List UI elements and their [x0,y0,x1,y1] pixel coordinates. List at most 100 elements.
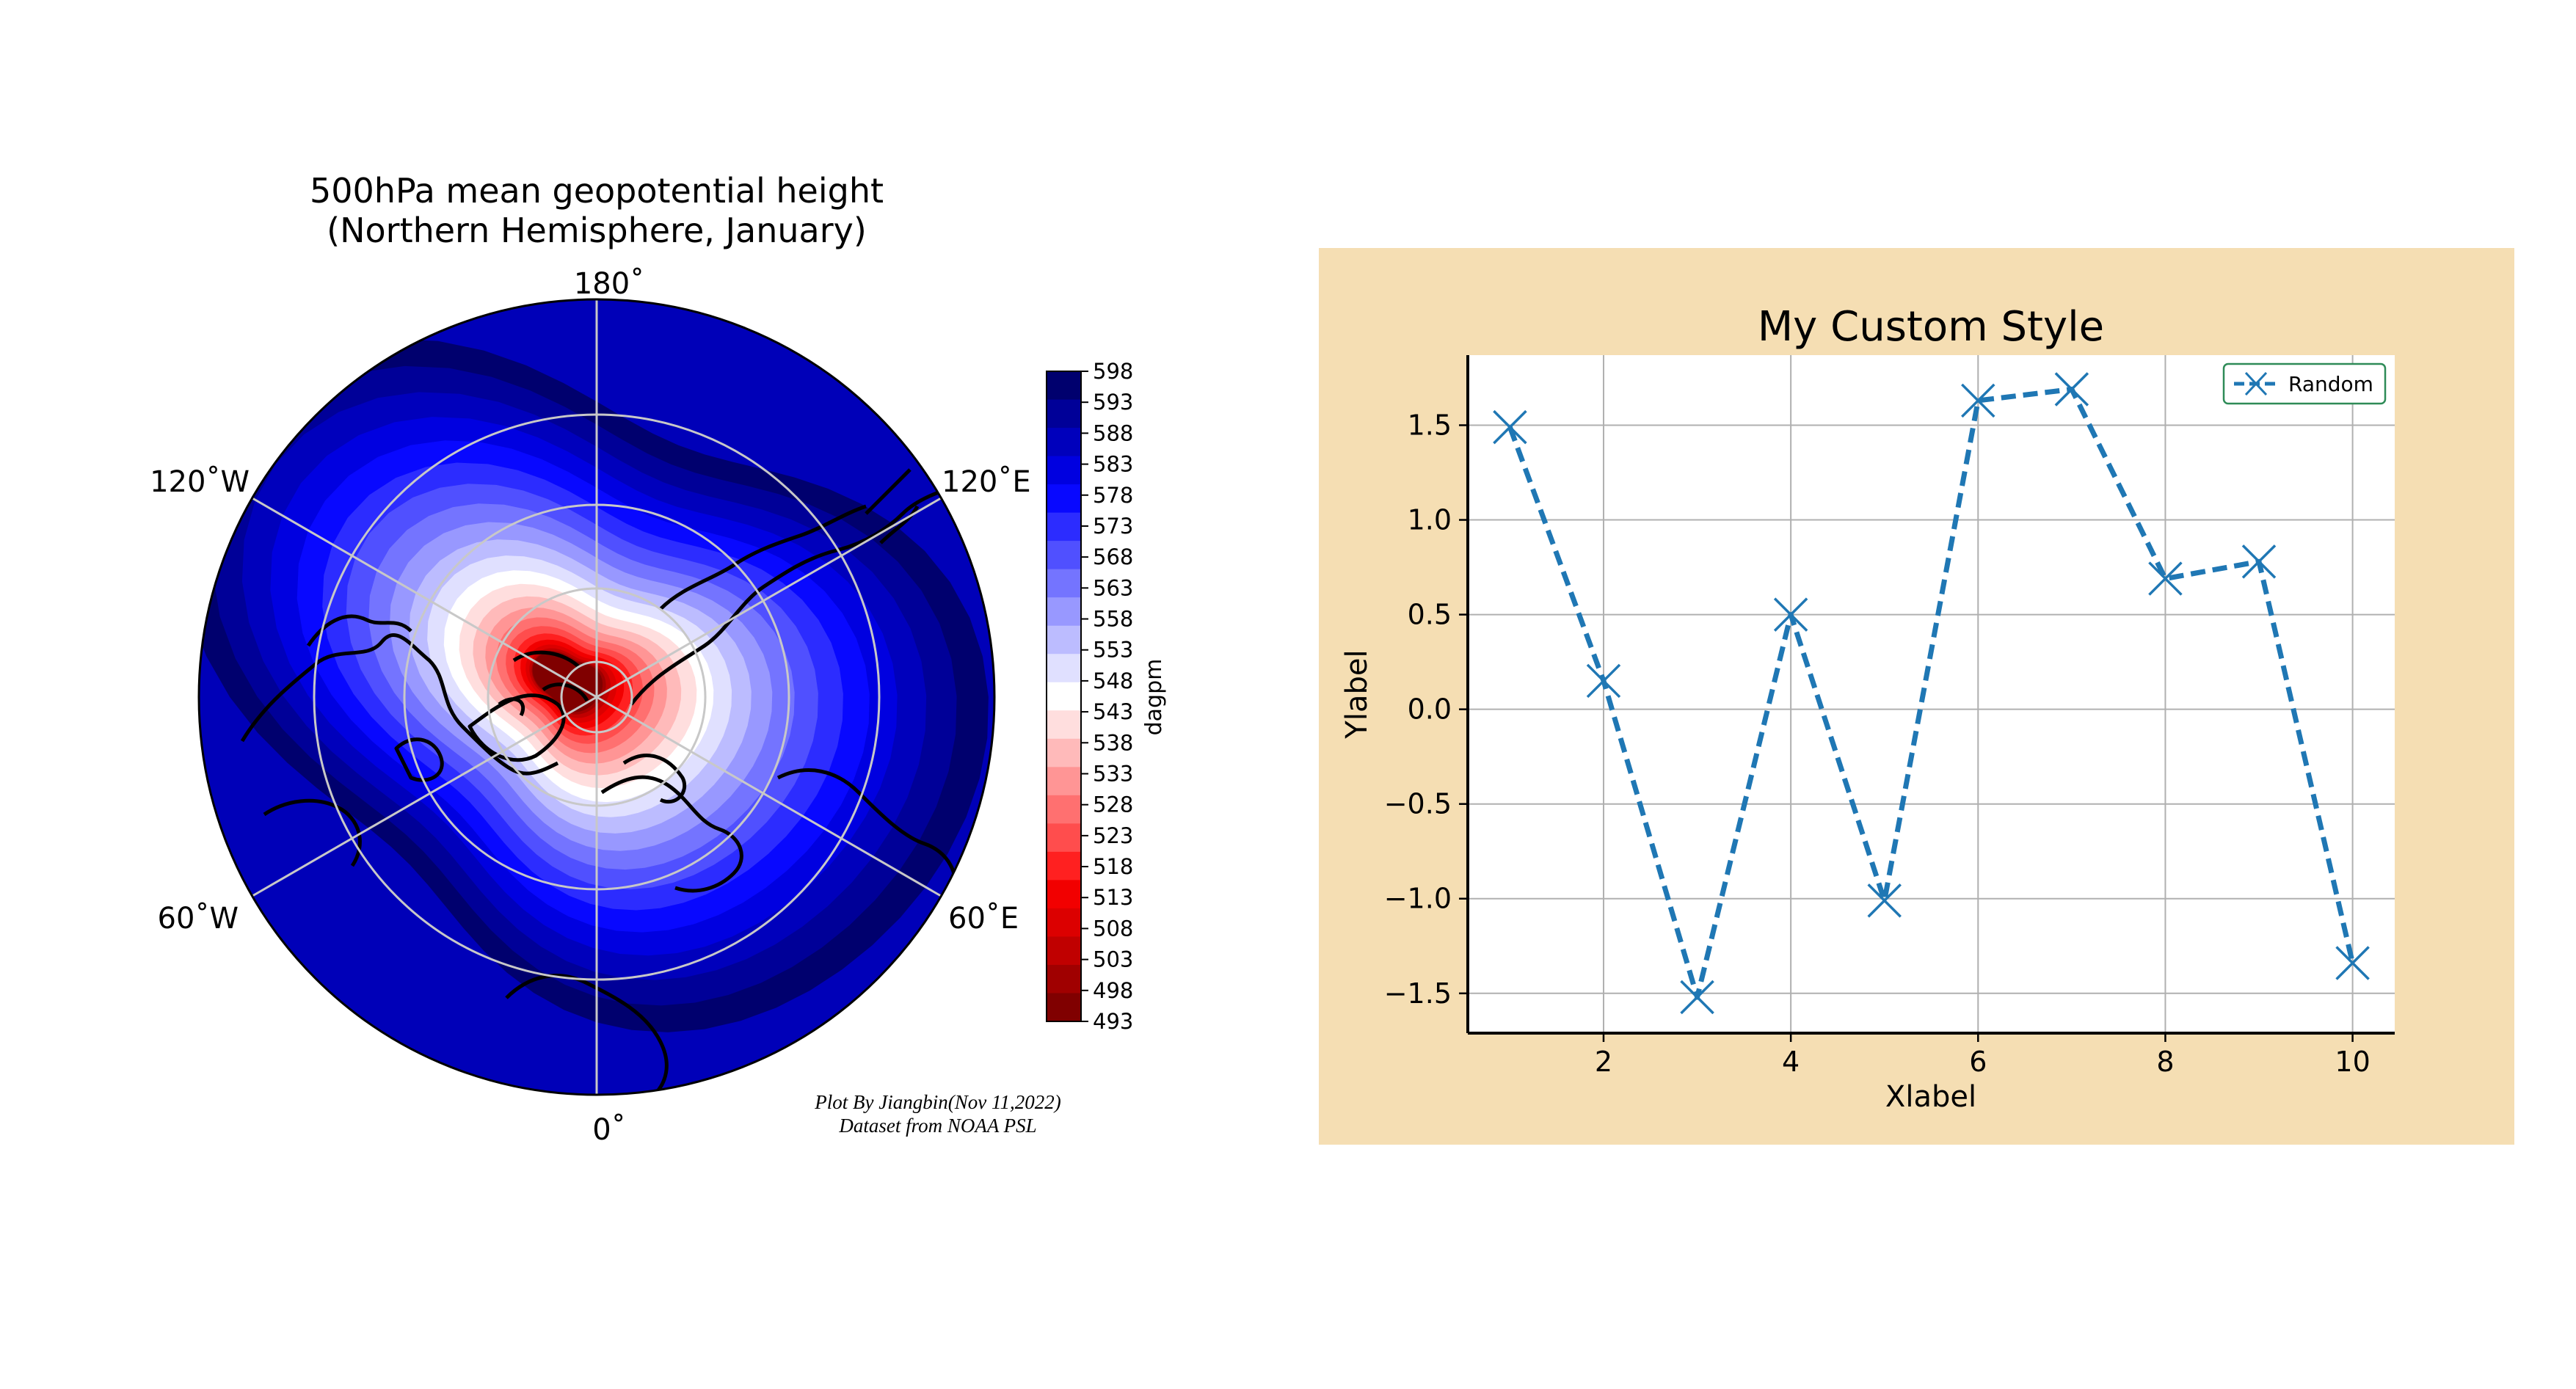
colorbar-segment [1047,512,1081,542]
y-tick-label: 0.5 [1408,599,1452,631]
legend: Random [2222,362,2387,405]
colorbar-segment [1047,569,1081,598]
data-point-marker [1493,409,1527,445]
colorbar-tick-label: 598 [1093,359,1133,384]
graticule [252,299,942,1095]
colorbar-segment [1047,936,1081,966]
y-tick-label: 1.5 [1408,409,1452,441]
map-disc-outline [197,298,996,1096]
x-tick-label: 4 [1782,1046,1800,1078]
colorbar-segment [1047,484,1081,514]
colorbar-tick-label: 583 [1093,452,1133,477]
lon-label-60w: 60˚W [158,902,239,936]
colorbar-segment [1047,654,1081,683]
colorbar-tick-label: 493 [1093,1009,1133,1034]
coastline-siberia [659,504,867,610]
coastline-japan [865,468,920,544]
coastline-scandinavia [622,754,687,804]
coastline-europe [600,775,743,893]
y-tick-label: −1.5 [1384,977,1452,1010]
colorbar-segment [1047,597,1081,627]
coastline-africa [505,974,669,1095]
lon-label-180: 180˚ [574,267,644,301]
colorbar-tick-label: 528 [1093,792,1133,817]
data-point-marker [1961,383,1995,418]
colorbar-label: dagpm [1141,659,1167,736]
annotation-line1: Plot By Jiangbin(Nov 11,2022) [814,1091,1060,1113]
coastline-eurasia [630,482,962,706]
legend-marker-x [2244,371,2268,396]
colorbar-segment [1047,738,1081,768]
coastline-east-asia [776,768,958,903]
data-point-marker [1773,597,1808,632]
y-tick-label: −0.5 [1384,788,1452,820]
y-axis-label: Ylabel [1340,649,1374,739]
data-point-marker [2054,372,2089,407]
colorbar-tick-label: 543 [1093,699,1133,724]
data-point-marker [1680,980,1714,1015]
colorbar-tick-label: 553 [1093,638,1133,663]
line-chart: My Custom Style 2 4 6 8 10 −1.5 −1.0 −0.5 0.0 0.5… [1319,248,2514,1145]
colorbar: 493 498 503 508 513 518 523 528 533 538 543 548 553 5… [1046,359,1133,1034]
line-axes [1466,355,2395,1035]
data-point-marker [1867,883,1902,918]
data-point-marker [2241,544,2277,579]
data-point-marker [1586,663,1621,699]
x-tick-label: 6 [1969,1046,1987,1078]
series-line-random [1507,387,2356,1000]
x-axis-label: Xlabel [1885,1080,1976,1114]
colorbar-segment [1047,964,1081,994]
colorbar-tick-label: 578 [1093,483,1133,508]
colorbar-tick-label: 518 [1093,854,1133,879]
colorbar-tick-label: 508 [1093,916,1133,941]
map-title-line1: 500hPa mean geopotential height [310,171,884,211]
colorbar-tick-label: 498 [1093,978,1133,1003]
colorbar-tick-label: 523 [1093,823,1133,848]
colorbar-segment [1047,625,1081,655]
colorbar-tick-label: 573 [1093,514,1133,539]
x-tick-label: 8 [2156,1046,2174,1078]
y-tick-label: 1.0 [1408,504,1452,536]
lon-label-0: 0˚ [592,1113,625,1147]
y-tick-label: 0.0 [1408,693,1452,726]
coastline-north-america [240,633,559,776]
legend-label-random: Random [2288,372,2373,396]
colorbar-segment [1047,880,1081,909]
line-ticks: 2 4 6 8 10 −1.5 −1.0 −0.5 0.0 0.5 1.0 1.5 [1384,409,2371,1078]
colorbar-segment [1047,767,1081,796]
lon-label-60e: 60˚E [948,902,1019,936]
colorbar-segment [1047,456,1081,485]
colorbar-tick-label: 513 [1093,885,1133,910]
colorbar-segment [1047,823,1081,853]
x-tick-label: 2 [1595,1046,1612,1078]
colorbar-outline [1046,371,1082,1022]
colorbar-segment [1047,908,1081,937]
polar-map-chart: 500hPa mean geopotential height (Norther… [150,171,1167,1147]
colorbar-tick-label: 558 [1093,607,1133,632]
colorbar-segment [1047,682,1081,711]
line-plot-area [1468,355,2395,1033]
y-tick-label: −1.0 [1384,883,1452,915]
colorbar-tick-label: 588 [1093,420,1133,445]
x-tick-label: 10 [2335,1046,2370,1078]
map-disc [199,299,994,1095]
colorbar-segment [1047,851,1081,881]
colorbar-segment [1047,371,1081,401]
colorbar-tick-label: 548 [1093,668,1133,693]
coastline-arctic-islands [498,650,589,717]
line-grid [1468,355,2395,1033]
meridian-60e-120w [596,696,942,897]
colorbar-tick-label: 533 [1093,761,1133,786]
colorbar-segment [1047,795,1081,824]
meridian-120e-60w [596,497,942,699]
map-title-line2: (Northern Hemisphere, January) [327,211,867,250]
lon-label-120w: 120˚W [150,465,250,499]
colorbar-segment [1047,399,1081,429]
data-point-marker [2335,946,2370,980]
colorbar-tick-label: 503 [1093,947,1133,972]
meridian-60e-120w-b [252,497,597,699]
colorbar-tick-label: 563 [1093,575,1133,600]
lon-label-120e: 120˚E [942,465,1031,499]
meridian-120e-60w-b [252,696,597,897]
